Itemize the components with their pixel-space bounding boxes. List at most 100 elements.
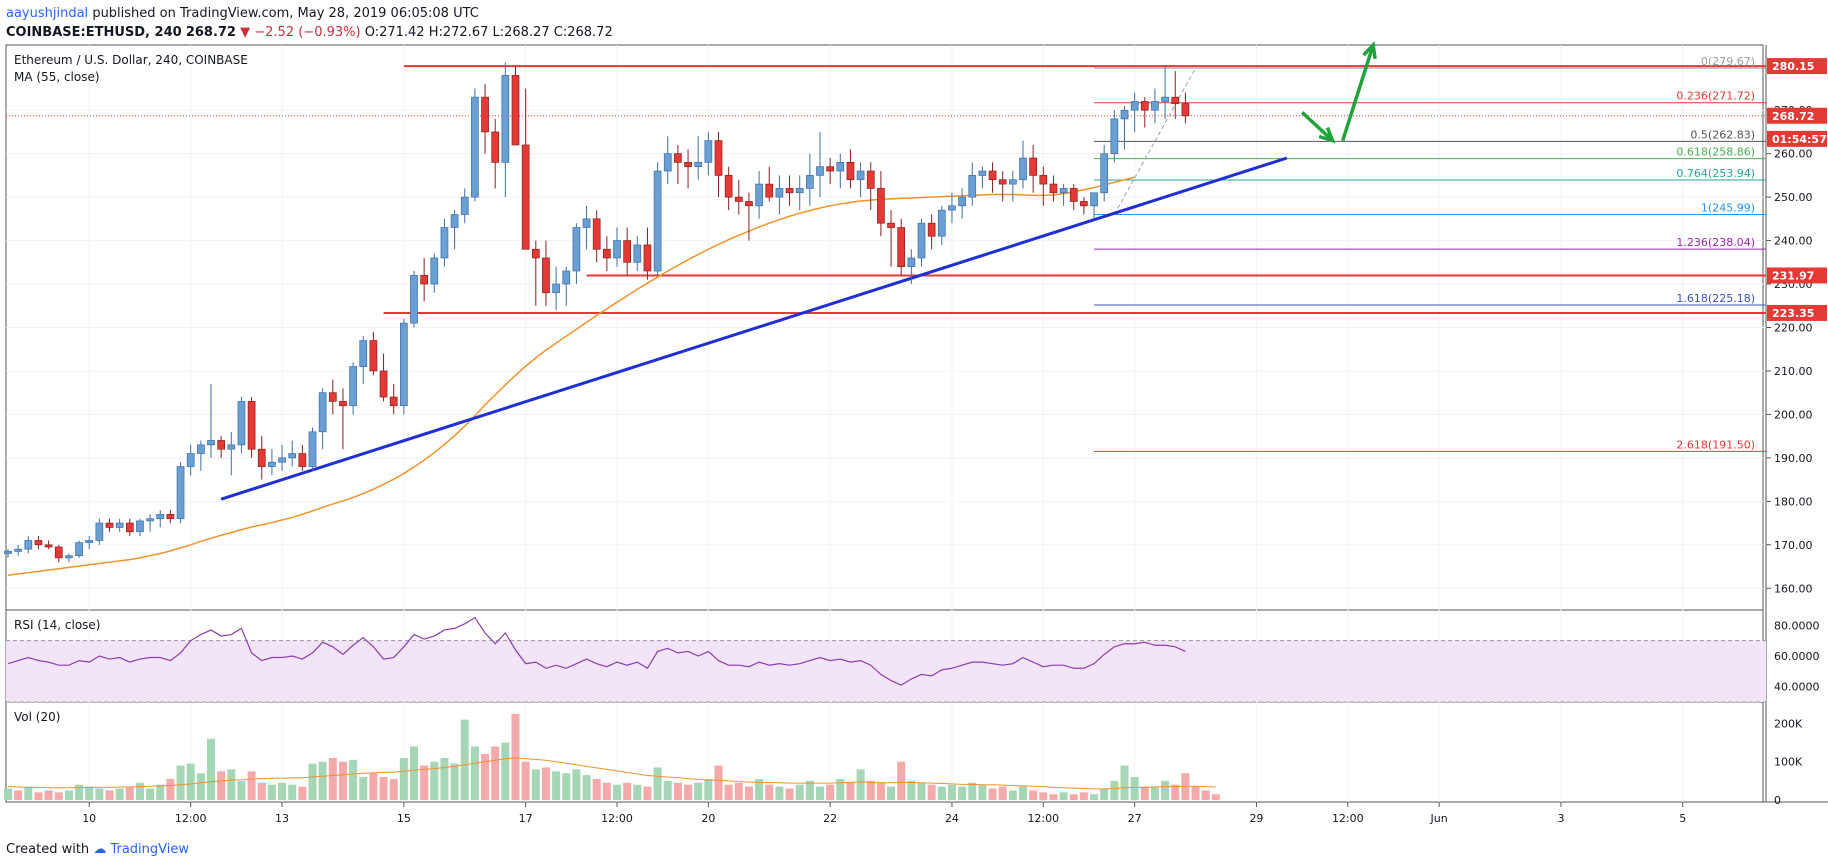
volume-bar[interactable] [105, 790, 114, 800]
volume-bar[interactable] [978, 784, 987, 800]
candle[interactable] [856, 170, 865, 181]
candle[interactable] [907, 257, 916, 268]
candle[interactable] [318, 392, 327, 433]
volume-bar[interactable] [1029, 790, 1038, 800]
volume-bar[interactable] [927, 784, 936, 800]
candle[interactable] [643, 244, 652, 272]
candle[interactable] [846, 161, 855, 181]
candle[interactable] [197, 444, 205, 454]
volume-bar[interactable] [816, 786, 824, 800]
volume-bar[interactable] [1130, 777, 1139, 800]
candle[interactable] [176, 466, 185, 520]
volume-bar[interactable] [602, 782, 611, 800]
candle[interactable] [369, 340, 378, 372]
volume-bar[interactable] [785, 788, 794, 800]
volume-bar[interactable] [1059, 792, 1068, 800]
volume-bar[interactable] [75, 784, 84, 800]
candle[interactable] [308, 431, 317, 467]
volume-bar[interactable] [14, 790, 23, 800]
candle[interactable] [542, 257, 550, 294]
candle[interactable] [978, 170, 987, 176]
candle[interactable] [552, 283, 560, 294]
candle[interactable] [65, 555, 73, 559]
volume-bar[interactable] [125, 786, 134, 800]
volume-bar[interactable] [470, 746, 479, 800]
candle[interactable] [237, 401, 246, 446]
volume-bar[interactable] [156, 784, 165, 800]
volume-bar[interactable] [572, 769, 581, 800]
volume-bar[interactable] [338, 761, 347, 800]
candle[interactable] [927, 222, 936, 237]
volume-bar[interactable] [684, 784, 693, 800]
tradingview-logo-icon[interactable]: ☁ [93, 842, 107, 857]
candle[interactable] [217, 440, 225, 450]
volume-bar[interactable] [846, 782, 855, 800]
volume-bar[interactable] [1079, 792, 1088, 800]
volume-bar[interactable] [744, 786, 753, 800]
volume-bar[interactable] [1120, 765, 1129, 800]
volume-bar[interactable] [420, 765, 429, 800]
candle[interactable] [85, 540, 94, 543]
volume-bar[interactable] [897, 761, 906, 800]
volume-bar[interactable] [1090, 794, 1099, 800]
volume-bar[interactable] [826, 784, 835, 800]
candle[interactable] [34, 540, 43, 546]
volume-bar[interactable] [511, 713, 520, 800]
candle[interactable] [156, 514, 165, 520]
volume-bar[interactable] [237, 780, 246, 800]
candle[interactable] [105, 522, 114, 528]
candle[interactable] [288, 453, 297, 459]
arrow-down[interactable] [1300, 111, 1334, 142]
volume-bar[interactable] [146, 788, 155, 800]
candle[interactable] [724, 175, 733, 198]
candle[interactable] [1140, 101, 1149, 111]
volume-bar[interactable] [988, 788, 997, 800]
volume-bar[interactable] [196, 773, 205, 800]
volume-bar[interactable] [267, 784, 276, 800]
candle[interactable] [775, 188, 784, 198]
candle[interactable] [491, 131, 500, 163]
candle[interactable] [420, 274, 428, 285]
volume-bar[interactable] [1039, 792, 1048, 800]
volume-bar[interactable] [1008, 790, 1017, 800]
volume-bar[interactable] [166, 778, 175, 800]
candle[interactable] [988, 170, 997, 181]
volume-bar[interactable] [765, 784, 774, 800]
candle[interactable] [653, 170, 662, 272]
candle[interactable] [24, 540, 33, 550]
candle[interactable] [562, 270, 571, 285]
volume-bar[interactable] [1201, 790, 1210, 800]
volume-bar[interactable] [876, 782, 885, 800]
candle[interactable] [115, 522, 124, 528]
candle[interactable] [400, 322, 408, 407]
candle[interactable] [460, 196, 469, 215]
candle[interactable] [349, 366, 357, 407]
volume-bar[interactable] [1069, 794, 1078, 800]
candle[interactable] [95, 522, 104, 541]
candle[interactable] [1161, 96, 1169, 102]
volume-bar[interactable] [866, 780, 875, 800]
volume-bar[interactable] [755, 778, 764, 800]
candle[interactable] [227, 444, 236, 450]
candle[interactable] [207, 440, 215, 446]
volume-bar[interactable] [44, 790, 53, 800]
volume-bar[interactable] [440, 757, 449, 800]
volume-bar[interactable] [775, 786, 784, 800]
volume-bar[interactable] [176, 765, 185, 800]
volume-bar[interactable] [836, 778, 845, 800]
candle[interactable] [765, 183, 774, 198]
candle[interactable] [1069, 188, 1078, 202]
candle[interactable] [694, 161, 703, 168]
volume-bar[interactable] [24, 786, 33, 800]
author-link[interactable]: aayushjindal [6, 6, 89, 21]
candle[interactable] [998, 179, 1007, 185]
volume-bar[interactable] [1161, 780, 1170, 800]
volume-bar[interactable] [430, 761, 439, 800]
volume-bar[interactable] [1140, 786, 1149, 800]
volume-bar[interactable] [541, 767, 550, 800]
volume-bar[interactable] [318, 761, 327, 800]
candle[interactable] [298, 453, 307, 467]
candle[interactable] [1049, 183, 1058, 194]
candle[interactable] [1151, 101, 1159, 111]
volume-bar[interactable] [1150, 786, 1159, 800]
